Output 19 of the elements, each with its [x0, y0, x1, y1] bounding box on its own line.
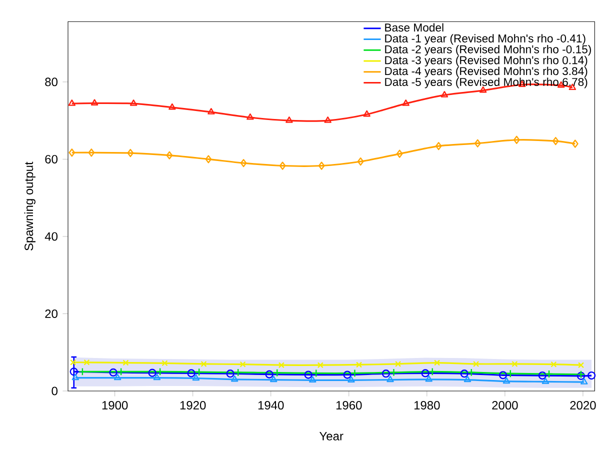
x-tick-label: 2000: [492, 401, 518, 410]
y-tick-label: 20: [45, 309, 58, 318]
x-tick-label: 1920: [180, 401, 206, 410]
x-tick-label: 1900: [102, 401, 128, 410]
y-axis-title: Spawning output: [24, 162, 36, 250]
x-tick-label: 1980: [414, 401, 440, 410]
y-tick-label: 0: [52, 386, 58, 396]
y-tick-label: 80: [45, 78, 58, 86]
x-tick-label: 1960: [336, 401, 362, 410]
x-tick-label: 2020: [570, 401, 596, 410]
y-tick-label: 60: [45, 154, 58, 164]
legend-label: Data -2 years (Revised Mohn's rho -0.15): [385, 45, 591, 56]
legend-label: Data -4 years (Revised Mohn's rho 3.84): [385, 66, 588, 78]
legend-label: Data -1 year (Revised Mohn's rho -0.41): [385, 34, 586, 45]
x-tick-label: 1940: [258, 401, 284, 410]
legend-label: Data -3 years (Revised Mohn's rho 0.14): [385, 56, 588, 66]
y-tick-label: 40: [44, 232, 58, 241]
x-axis-title: Year: [319, 432, 344, 440]
legend-label: Base Model: [385, 23, 444, 32]
